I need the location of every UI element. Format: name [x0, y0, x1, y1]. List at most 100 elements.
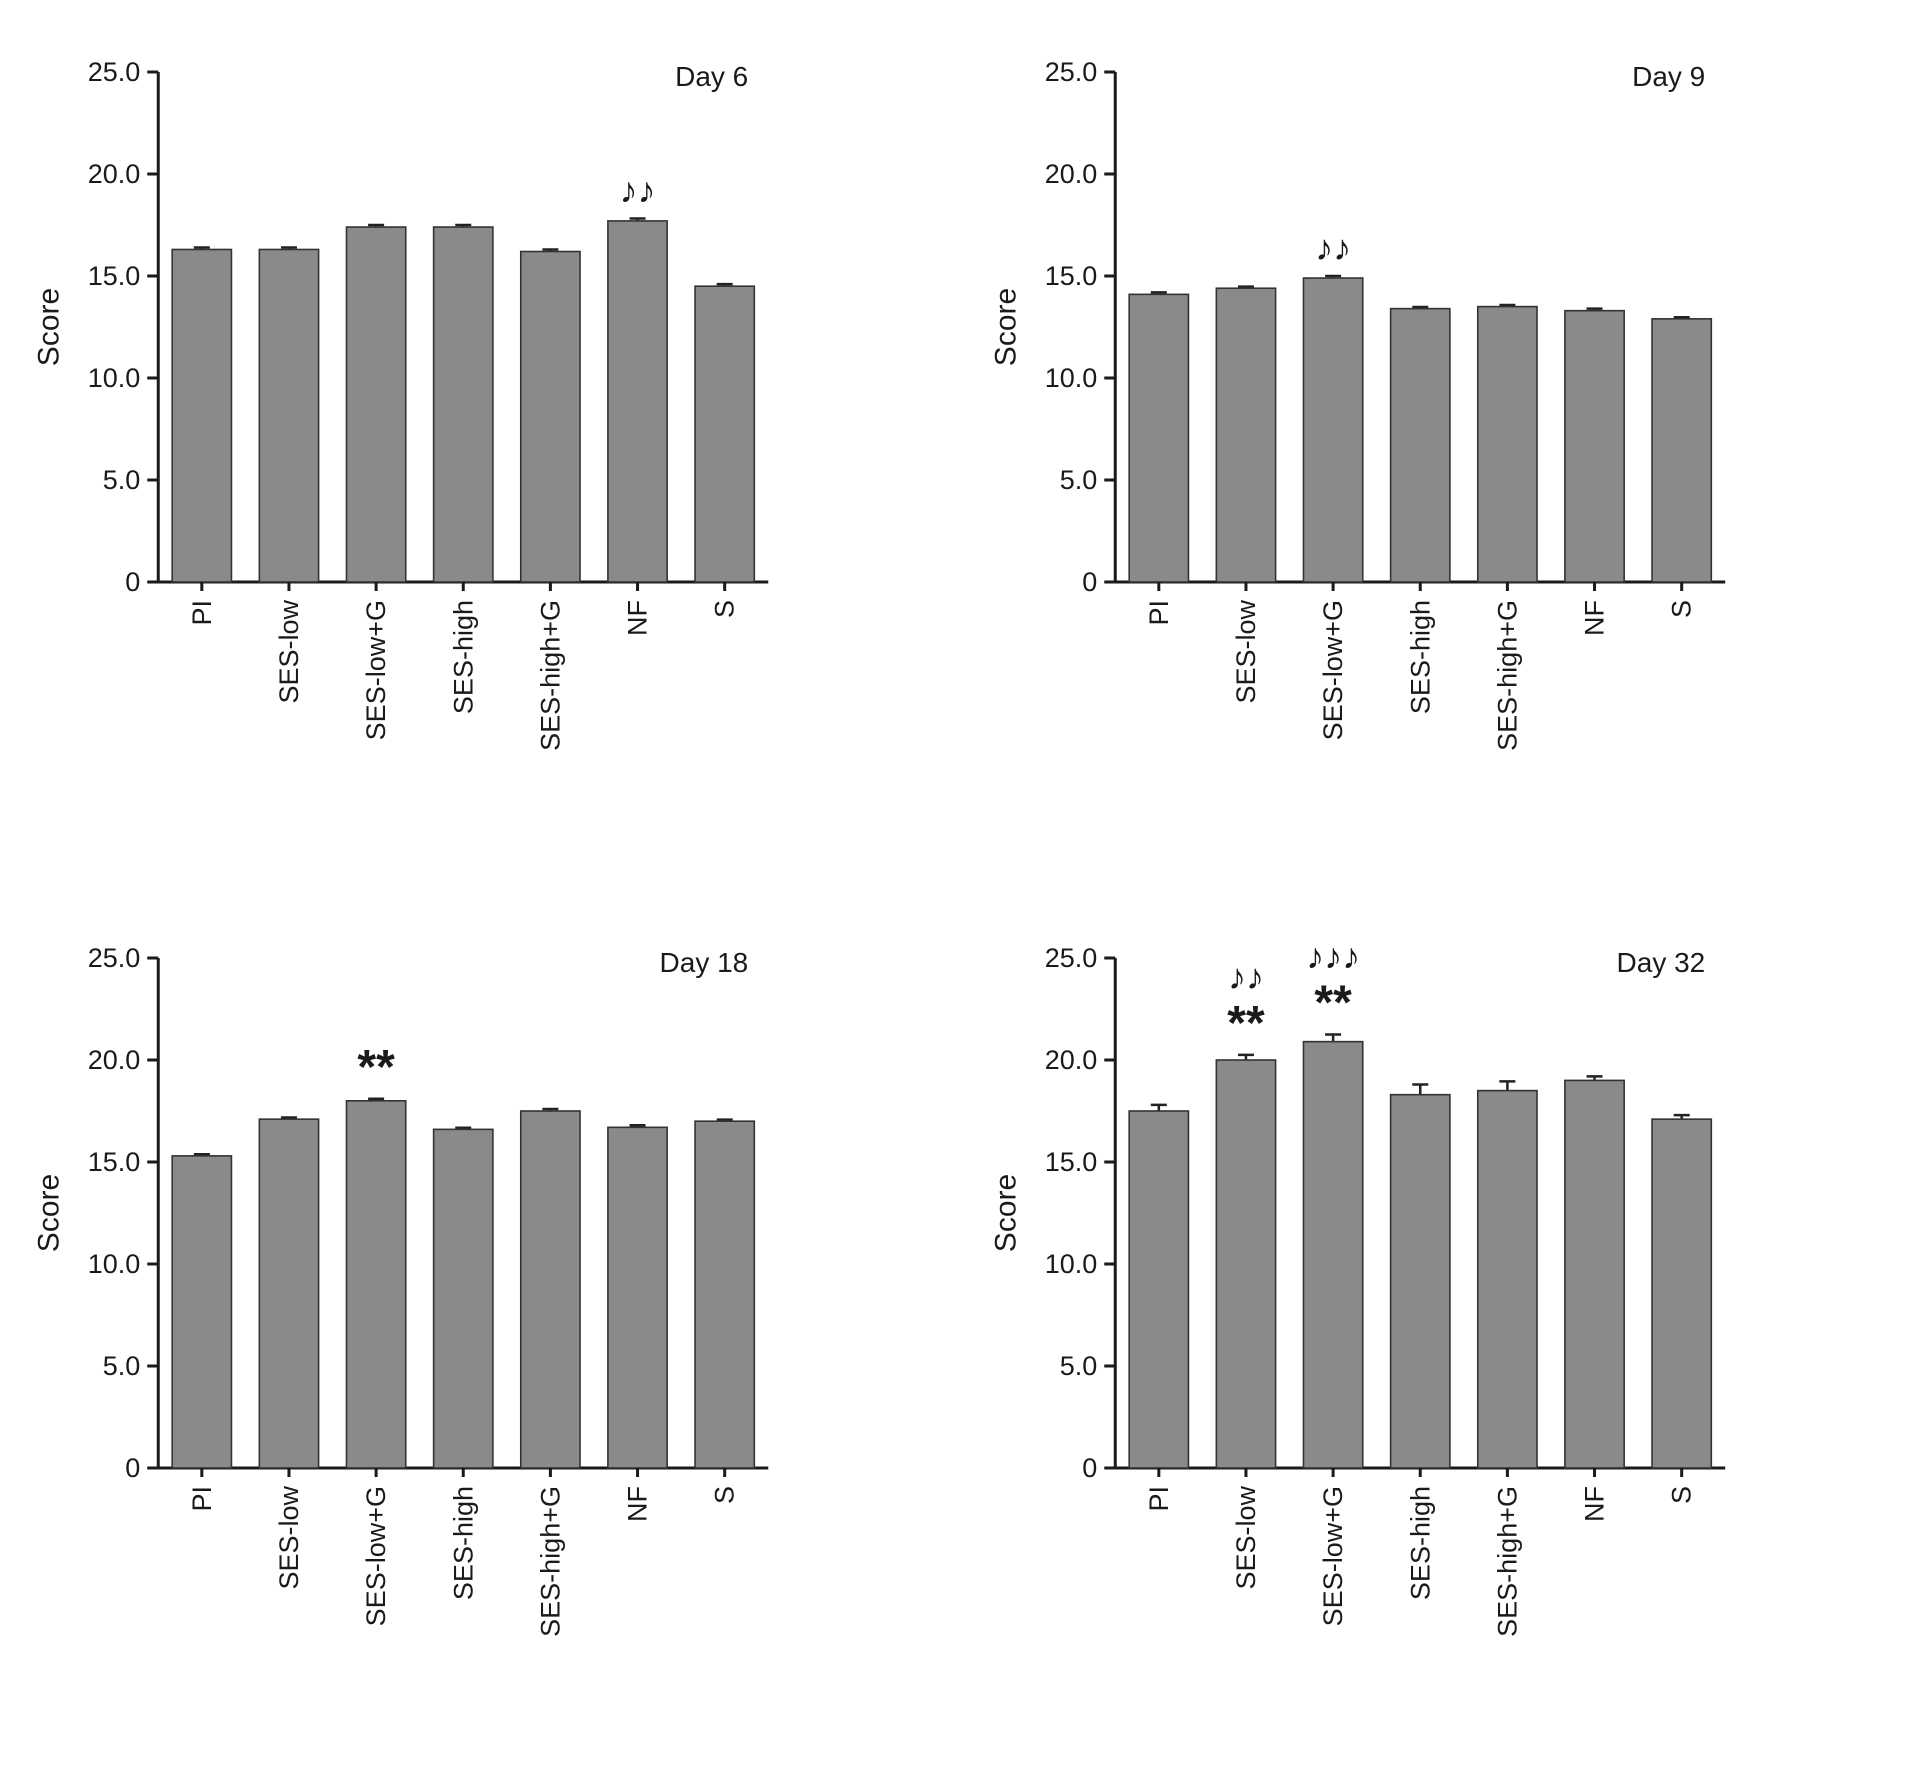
y-tick-label: 25.0	[88, 57, 141, 87]
y-tick-label: 5.0	[1059, 1351, 1097, 1381]
x-tick-label: SES-low+G	[361, 600, 391, 740]
x-tick-label: SES-high	[1405, 600, 1435, 714]
music-note-annotation: ♪♪♪	[1306, 936, 1360, 977]
y-tick-label: 5.0	[103, 1351, 141, 1381]
bar-SES-high	[432, 226, 494, 583]
x-tick-label: SES-high+G	[1492, 600, 1522, 751]
y-tick-label: 10.0	[88, 363, 141, 393]
bar-S	[694, 285, 756, 583]
x-tick-label: SES-low	[1230, 599, 1260, 703]
chart-panel-top-left: 0 5.0 10.0 15.0 20.0 25.0 Score Day 6 PI SES-low S…	[0, 0, 957, 886]
bar-SES-high	[1389, 307, 1451, 583]
y-tick-label: 15.0	[1044, 261, 1097, 291]
x-tick-label: SES-high	[1405, 1486, 1435, 1600]
x-tick-label: SES-low	[274, 1485, 304, 1589]
bar-chart-day-6: 0 5.0 10.0 15.0 20.0 25.0 Score Day 6 PI SES-low S…	[32, 57, 769, 751]
panel-title: Day 32	[1616, 947, 1705, 978]
chart-panel-bottom-right: 0 5.0 10.0 15.0 20.0 25.0 Score Day 32 PI SES-low…	[957, 886, 1913, 1772]
x-tick-label: SES-low+G	[361, 1486, 391, 1626]
music-note-annotation: ♪♪	[1227, 956, 1263, 997]
x-tick-label: SES-high	[448, 600, 478, 714]
x-tick-label: SES-high+G	[535, 600, 565, 751]
y-tick-label: 20.0	[1044, 159, 1097, 189]
asterisk-annotation: **	[1314, 977, 1352, 1030]
x-tick-label: PI	[187, 1486, 217, 1512]
bar-SES-low+G	[1302, 277, 1364, 583]
bar-S	[694, 1120, 756, 1469]
bar-SES-high	[1389, 1093, 1451, 1469]
y-tick-label: 15.0	[1044, 1147, 1097, 1177]
x-tick-label: S	[710, 600, 740, 618]
x-tick-label: NF	[623, 1486, 653, 1522]
x-tick-label: SES-high	[448, 1486, 478, 1600]
bar-chart-day-18: 0 5.0 10.0 15.0 20.0 25.0 Score Day 18 PI SES-low…	[32, 943, 769, 1637]
x-tick-label: SES-high+G	[535, 1486, 565, 1637]
x-tick-label: PI	[1143, 600, 1173, 626]
x-tick-label: SES-low	[1230, 1485, 1260, 1589]
panel-title: Day 18	[660, 947, 749, 978]
bar-SES-low	[258, 248, 320, 583]
bar-NF	[1563, 1079, 1625, 1469]
y-axis-label: Score	[989, 1174, 1022, 1252]
y-tick-label: 15.0	[88, 261, 141, 291]
panel-title: Day 6	[675, 61, 748, 92]
x-tick-label: SES-low+G	[1318, 1486, 1348, 1626]
y-tick-label: 25.0	[88, 943, 141, 973]
y-tick-label: 10.0	[88, 1249, 141, 1279]
y-tick-label: 15.0	[88, 1147, 141, 1177]
x-tick-label: S	[710, 1486, 740, 1504]
bar-chart-day-9: 0 5.0 10.0 15.0 20.0 25.0 Score Day 9 PI SES-low S…	[989, 57, 1725, 751]
y-tick-label: 0	[1082, 1453, 1097, 1483]
y-tick-label: 20.0	[88, 1045, 141, 1075]
x-tick-label: NF	[623, 600, 653, 636]
x-tick-label: S	[1666, 1486, 1696, 1504]
y-tick-label: 25.0	[1044, 57, 1097, 87]
bar-PI	[1127, 293, 1189, 583]
music-note-annotation: ♪♪	[1315, 227, 1351, 268]
y-axis-label: Score	[32, 288, 65, 366]
asterisk-annotation: **	[1227, 997, 1265, 1050]
bar-SES-low	[1215, 287, 1276, 583]
y-axis-label: Score	[989, 288, 1022, 366]
music-note-annotation: ♪♪	[620, 169, 656, 210]
x-tick-label: SES-low	[274, 599, 304, 703]
bar-S	[1650, 1118, 1712, 1469]
bar-SES-low+G	[1302, 1040, 1364, 1469]
y-tick-label: 0	[125, 1453, 140, 1483]
y-tick-label: 20.0	[88, 159, 141, 189]
bar-SES-low	[258, 1118, 320, 1469]
y-tick-label: 0	[125, 567, 140, 597]
x-tick-label: SES-low+G	[1318, 600, 1348, 740]
panel-title: Day 9	[1632, 61, 1705, 92]
bar-SES-low	[1215, 1059, 1276, 1469]
bar-SES-high+G	[519, 1110, 581, 1469]
bar-NF	[607, 220, 668, 583]
y-axis-label: Score	[32, 1174, 65, 1252]
bar-PI	[1127, 1110, 1189, 1469]
x-tick-label: S	[1666, 600, 1696, 618]
chart-panel-top-right: 0 5.0 10.0 15.0 20.0 25.0 Score Day 9 PI SES-low S…	[957, 0, 1913, 886]
y-tick-label: 0	[1082, 567, 1097, 597]
x-tick-label: PI	[1143, 1486, 1173, 1512]
bar-SES-low+G	[345, 1100, 407, 1469]
bar-S	[1650, 318, 1712, 583]
bar-SES-high	[432, 1128, 494, 1469]
y-tick-label: 5.0	[1059, 465, 1097, 495]
bar-SES-high+G	[519, 250, 581, 583]
x-tick-label: PI	[187, 600, 217, 626]
y-tick-label: 5.0	[103, 465, 141, 495]
x-tick-label: SES-high+G	[1492, 1486, 1522, 1637]
bar-chart-day-32: 0 5.0 10.0 15.0 20.0 25.0 Score Day 32 PI SES-low…	[989, 936, 1725, 1637]
x-tick-label: NF	[1579, 600, 1609, 636]
chart-panel-bottom-left: 0 5.0 10.0 15.0 20.0 25.0 Score Day 18 PI SES-low…	[0, 886, 957, 1772]
bar-SES-high+G	[1476, 1089, 1538, 1469]
bar-NF	[1563, 309, 1625, 583]
asterisk-annotation: **	[357, 1041, 395, 1094]
y-tick-label: 10.0	[1044, 1249, 1097, 1279]
y-tick-label: 20.0	[1044, 1045, 1097, 1075]
bar-PI	[171, 248, 233, 583]
x-tick-label: NF	[1579, 1486, 1609, 1522]
bar-SES-high+G	[1476, 305, 1538, 583]
bar-PI	[171, 1155, 233, 1469]
